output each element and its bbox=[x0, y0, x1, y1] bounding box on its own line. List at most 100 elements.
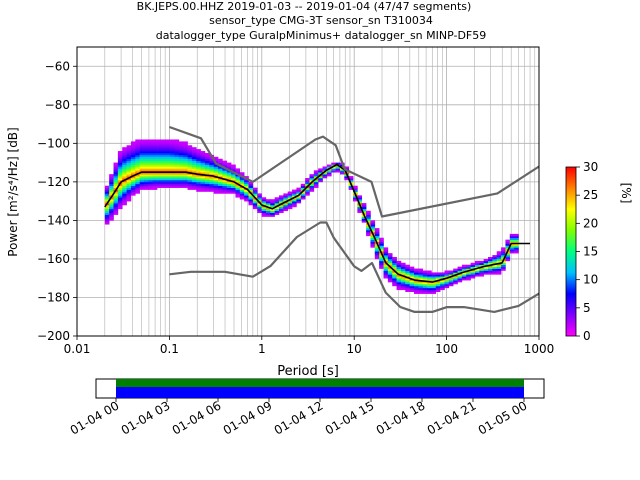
x-tick-label: 10 bbox=[347, 342, 362, 356]
psd-histogram-cell bbox=[231, 191, 236, 194]
psd-histogram-cell bbox=[187, 176, 193, 179]
psd-histogram-cell bbox=[135, 166, 140, 169]
psd-histogram-cell bbox=[270, 204, 275, 208]
psd-histogram-cell bbox=[109, 210, 114, 213]
psd-histogram-cell bbox=[157, 183, 162, 187]
psd-histogram-cell bbox=[117, 189, 123, 192]
psd-histogram-cell bbox=[339, 170, 345, 173]
psd-histogram-cell bbox=[139, 143, 145, 146]
psd-histogram-cell bbox=[235, 181, 241, 185]
psd-histogram-cell bbox=[488, 257, 493, 260]
psd-histogram-cell bbox=[144, 185, 149, 188]
colorbar-tick-label: 0 bbox=[583, 329, 591, 343]
psd-histogram-cell bbox=[139, 187, 145, 190]
psd-histogram-cell bbox=[122, 158, 127, 161]
psd-histogram-cell bbox=[483, 262, 489, 266]
psd-histogram-cell bbox=[165, 174, 171, 177]
psd-histogram-cell bbox=[148, 178, 154, 181]
psd-histogram-cell bbox=[470, 274, 476, 277]
psd-histogram-cell bbox=[204, 179, 210, 183]
psd-histogram-cell bbox=[479, 270, 484, 273]
psd-histogram-cell bbox=[183, 156, 188, 160]
psd-histogram-cell bbox=[152, 152, 158, 156]
psd-histogram-cell bbox=[204, 160, 210, 163]
psd-histogram-cell bbox=[370, 235, 376, 239]
psd-histogram-cell bbox=[453, 280, 458, 283]
psd-histogram-cell bbox=[209, 189, 214, 192]
psd-histogram-cell bbox=[405, 282, 410, 285]
psd-histogram-cell bbox=[309, 185, 315, 188]
psd-histogram-cell bbox=[461, 274, 467, 277]
psd-histogram-cell bbox=[413, 268, 419, 271]
psd-histogram-cell bbox=[117, 166, 123, 169]
psd-histogram-cell bbox=[200, 181, 206, 185]
psd-histogram-cell bbox=[178, 151, 184, 154]
psd-histogram-cell bbox=[409, 274, 415, 277]
psd-histogram-cell bbox=[130, 193, 136, 196]
psd-histogram-cell bbox=[117, 206, 123, 210]
psd-histogram-cell bbox=[505, 253, 511, 256]
psd-histogram-cell bbox=[326, 166, 332, 169]
psd-histogram-cell bbox=[265, 208, 271, 212]
psd-histogram-cell bbox=[135, 185, 140, 188]
psd-histogram-cell bbox=[374, 255, 380, 258]
psd-histogram-cell bbox=[379, 260, 384, 264]
psd-histogram-cell bbox=[514, 245, 519, 248]
psd-histogram-cell bbox=[152, 158, 158, 161]
psd-histogram-cell bbox=[496, 255, 502, 258]
psd-histogram-cell bbox=[270, 203, 275, 206]
psd-histogram-cell bbox=[396, 270, 402, 273]
psd-histogram-cell bbox=[248, 197, 254, 200]
psd-histogram-cell bbox=[252, 206, 258, 210]
psd-histogram-cell bbox=[418, 278, 424, 281]
psd-histogram-cell bbox=[418, 270, 424, 273]
psd-histogram-cell bbox=[392, 266, 397, 269]
psd-histogram-cell bbox=[196, 170, 201, 173]
psd-histogram-cell bbox=[139, 145, 145, 148]
psd-histogram-cell bbox=[448, 283, 454, 287]
psd-histogram-cell bbox=[405, 283, 410, 287]
psd-histogram-cell bbox=[174, 152, 180, 156]
psd-histogram-cell bbox=[130, 189, 136, 192]
psd-histogram-cell bbox=[117, 172, 123, 175]
psd-histogram-cell bbox=[204, 154, 210, 158]
psd-histogram-cell bbox=[178, 176, 184, 179]
psd-histogram-cell bbox=[474, 264, 480, 267]
psd-histogram-cell bbox=[501, 253, 506, 256]
psd-histogram-cell bbox=[122, 168, 127, 171]
psd-histogram-cell bbox=[139, 147, 145, 150]
psd-histogram-cell bbox=[183, 147, 188, 150]
psd-histogram-cell bbox=[278, 206, 284, 210]
psd-histogram-cell bbox=[213, 191, 219, 194]
psd-histogram-cell bbox=[152, 176, 158, 179]
psd-histogram-cell bbox=[374, 235, 380, 239]
psd-histogram-cell bbox=[331, 166, 336, 169]
psd-histogram-cell bbox=[470, 264, 476, 267]
psd-histogram-cell bbox=[427, 270, 432, 273]
psd-histogram-cell bbox=[157, 156, 162, 160]
psd-histogram-cell bbox=[292, 193, 297, 196]
psd-histogram-cell bbox=[152, 145, 158, 148]
psd-histogram-cell bbox=[104, 216, 110, 219]
psd-histogram-cell bbox=[174, 172, 180, 175]
psd-histogram-cell bbox=[117, 158, 123, 161]
psd-histogram-cell bbox=[135, 178, 140, 181]
psd-histogram-cell bbox=[278, 210, 284, 213]
psd-histogram-cell bbox=[165, 185, 171, 188]
psd-histogram-cell bbox=[157, 172, 162, 175]
psd-histogram-cell bbox=[135, 162, 140, 165]
psd-histogram-cell bbox=[135, 170, 140, 173]
psd-histogram-cell bbox=[379, 237, 384, 240]
psd-histogram-cell bbox=[117, 183, 123, 187]
psd-histogram-cell bbox=[126, 156, 132, 160]
psd-histogram-cell bbox=[161, 172, 167, 175]
psd-histogram-cell bbox=[496, 260, 502, 264]
psd-histogram-cell bbox=[191, 162, 197, 165]
psd-histogram-cell bbox=[270, 199, 275, 202]
psd-histogram-cell bbox=[296, 197, 302, 200]
psd-histogram-cell bbox=[139, 181, 145, 185]
psd-histogram-cell bbox=[222, 174, 228, 177]
psd-histogram-cell bbox=[144, 158, 149, 161]
psd-histogram-cell bbox=[383, 266, 389, 269]
psd-histogram-cell bbox=[161, 183, 167, 187]
